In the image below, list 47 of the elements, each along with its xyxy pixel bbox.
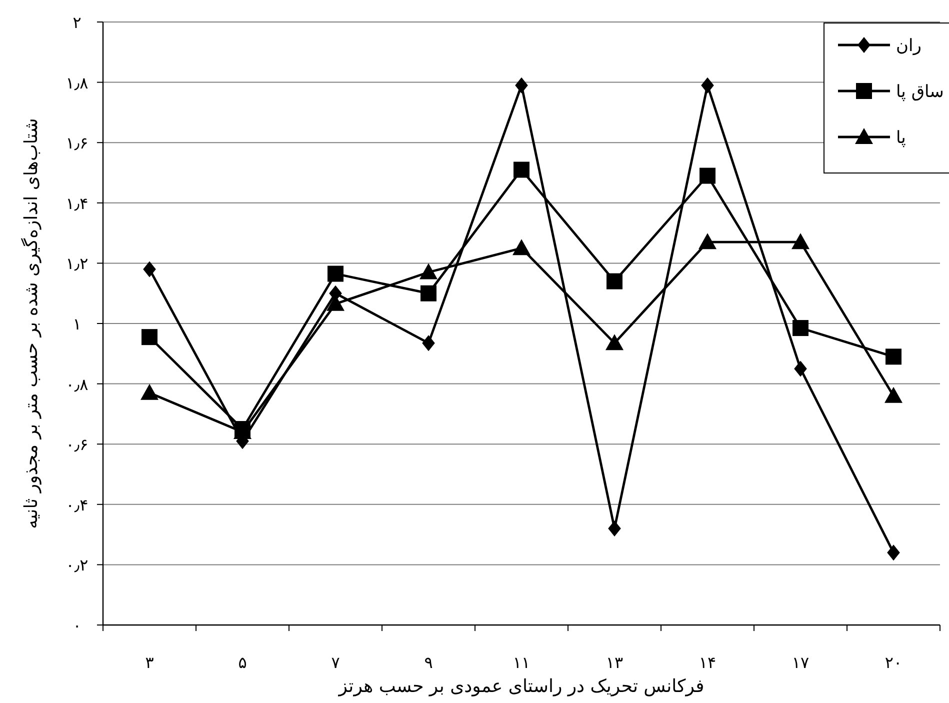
point [700, 168, 716, 184]
point [886, 348, 902, 365]
legend-label: ران [896, 36, 922, 56]
legend-label: پا [896, 128, 906, 148]
point [512, 239, 530, 256]
point [143, 261, 156, 278]
x-tick-label: ۱۱ [512, 653, 530, 672]
x-tick-label: ۱۷ [792, 653, 810, 672]
x-axis-title: فرکانس تحریک در راستای عمودی بر حسب هرتز [338, 676, 704, 697]
point [142, 329, 158, 346]
y-axis-title: شتاب‌های اندازه‌گیری شده بر حسب متر بر مجذور ثانیه [20, 118, 42, 529]
point [884, 386, 902, 403]
point [515, 77, 528, 94]
x-tick-label: ۲۰ [884, 653, 902, 672]
point [606, 334, 624, 350]
point [422, 335, 435, 352]
y-tick-label: ۱٫۴ [66, 194, 88, 213]
point [701, 77, 714, 94]
x-tick-label: ۵ [238, 653, 247, 672]
point [606, 273, 622, 290]
y-tick-label: ۰ [72, 616, 82, 635]
y-tick-label: ۰٫۶ [66, 435, 88, 454]
x-tick-label: ۱۴ [698, 653, 716, 672]
y-tick-label: ۱٫۸ [66, 73, 89, 92]
point [328, 266, 344, 282]
point [792, 320, 808, 336]
y-tick-label: ۰٫۸ [66, 374, 89, 394]
point [792, 233, 810, 250]
x-tick-label: ۳ [145, 653, 154, 672]
point [794, 360, 807, 377]
point [140, 384, 158, 400]
x-tick-label: ۷ [331, 653, 340, 672]
y-tick-label: ۲ [72, 13, 82, 32]
point [514, 162, 530, 178]
y-tick-label: ۱ [72, 314, 82, 334]
x-tick-label: ۹ [424, 653, 433, 672]
point [420, 285, 436, 302]
y-tick-label: ۱٫۶ [66, 134, 88, 153]
y-tick-label: ۱٫۲ [66, 254, 88, 274]
point [608, 520, 621, 537]
x-tick-label: ۱۳ [606, 653, 624, 672]
legend-label: ساق پا [896, 82, 944, 102]
point [698, 233, 716, 250]
y-tick-label: ۰٫۴ [66, 495, 88, 514]
point [420, 263, 438, 280]
point [887, 544, 900, 561]
y-tick-label: ۰٫۲ [66, 556, 88, 575]
